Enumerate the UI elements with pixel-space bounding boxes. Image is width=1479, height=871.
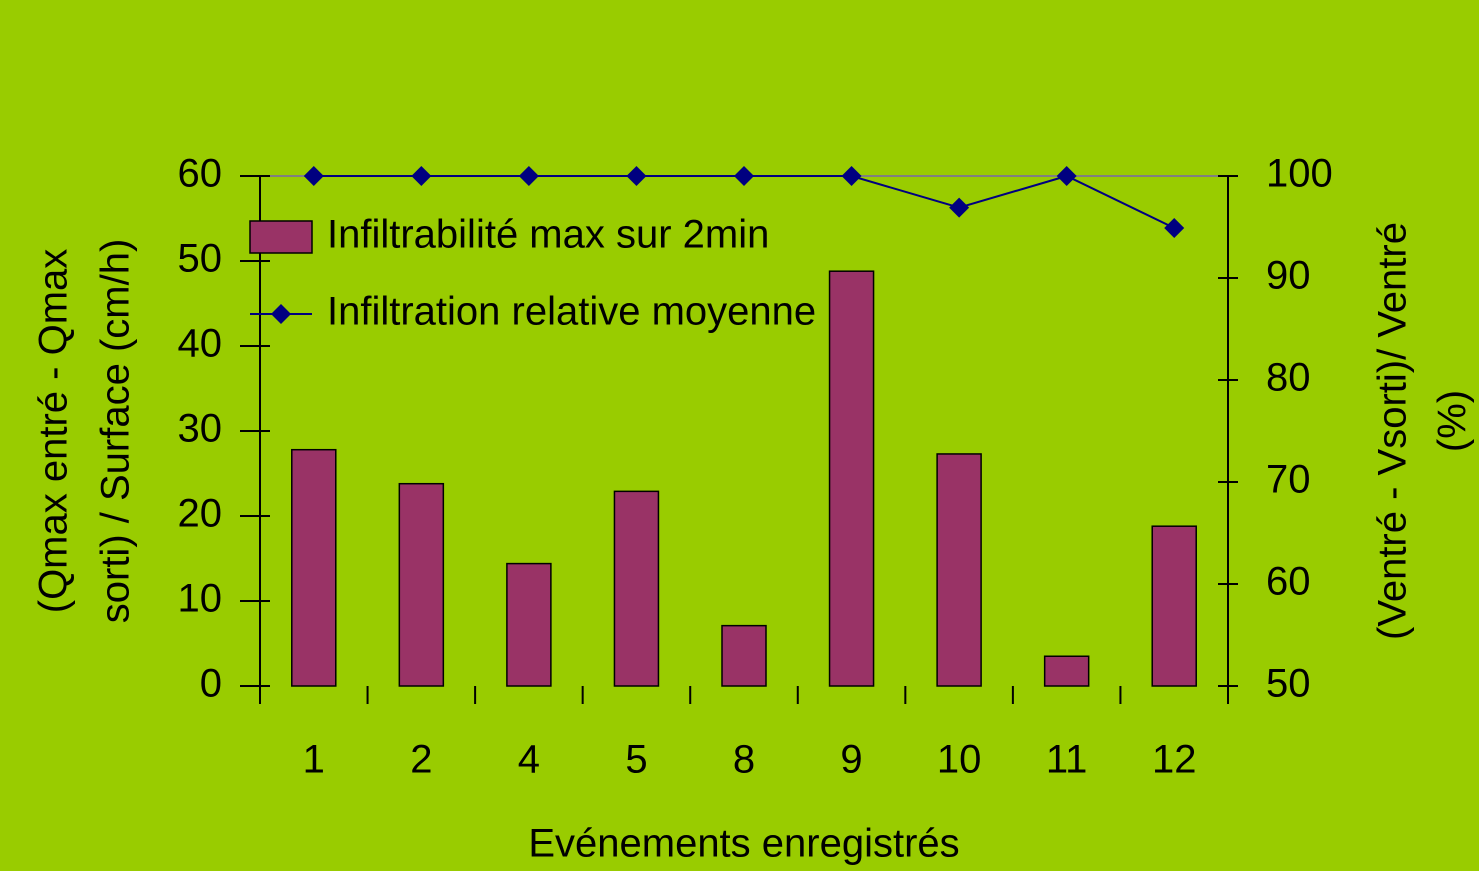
x-axis-label: Evénements enregistrés bbox=[528, 822, 959, 866]
bar bbox=[613, 490, 660, 687]
bar bbox=[721, 624, 767, 687]
y2-axis-label: (Ventré - Vsorti)/ Ventré bbox=[1371, 222, 1415, 640]
y2-tick-label: 70 bbox=[1266, 458, 1311, 502]
bar bbox=[828, 270, 875, 687]
marker bbox=[411, 166, 432, 186]
marker bbox=[1056, 166, 1077, 186]
marker bbox=[949, 197, 970, 218]
legend-label: Infiltrabilité max sur 2min bbox=[327, 213, 769, 257]
y2-tick-label: 100 bbox=[1266, 152, 1333, 196]
y-axis-label: sorti) / Surface (cm/h) bbox=[94, 239, 138, 624]
bar bbox=[506, 562, 552, 687]
x-tick-label: 1 bbox=[303, 738, 325, 782]
x-tick-label: 2 bbox=[410, 738, 432, 782]
bar bbox=[1151, 525, 1197, 687]
x-tick-label: 8 bbox=[733, 738, 755, 782]
x-tick-label: 5 bbox=[625, 738, 647, 782]
x-tick-label: 4 bbox=[518, 738, 540, 782]
y-tick-label: 0 bbox=[200, 662, 222, 706]
legend-swatch bbox=[249, 220, 313, 254]
y-tick-label: 40 bbox=[178, 322, 223, 366]
bar bbox=[398, 482, 445, 687]
y-tick-label: 10 bbox=[178, 577, 223, 621]
x-tick-label: 11 bbox=[1046, 738, 1088, 782]
y-axis-label: (Qmax entré - Qmax bbox=[32, 249, 76, 614]
x-tick-label: 9 bbox=[840, 738, 862, 782]
y-tick-label: 20 bbox=[178, 492, 223, 536]
y2-tick-label: 80 bbox=[1266, 356, 1311, 400]
x-tick-label: 12 bbox=[1152, 738, 1197, 782]
legend-marker bbox=[271, 304, 291, 324]
y-tick-label: 60 bbox=[178, 152, 223, 196]
marker bbox=[841, 166, 862, 186]
marker bbox=[303, 166, 324, 186]
x-tick-label: 10 bbox=[937, 738, 982, 782]
bar bbox=[291, 448, 337, 687]
marker bbox=[626, 166, 647, 186]
y2-tick-label: 50 bbox=[1266, 662, 1311, 706]
marker bbox=[518, 166, 539, 186]
bar bbox=[1043, 655, 1090, 687]
y2-axis-label: (%) bbox=[1431, 390, 1475, 452]
marker bbox=[1164, 218, 1185, 239]
bar bbox=[936, 453, 982, 687]
y2-tick-label: 90 bbox=[1266, 254, 1311, 298]
y2-tick-label: 60 bbox=[1266, 560, 1311, 604]
y-tick-label: 50 bbox=[178, 237, 223, 281]
marker bbox=[734, 166, 754, 186]
y-tick-label: 30 bbox=[178, 407, 223, 451]
legend-label: Infiltration relative moyenne bbox=[327, 290, 816, 334]
